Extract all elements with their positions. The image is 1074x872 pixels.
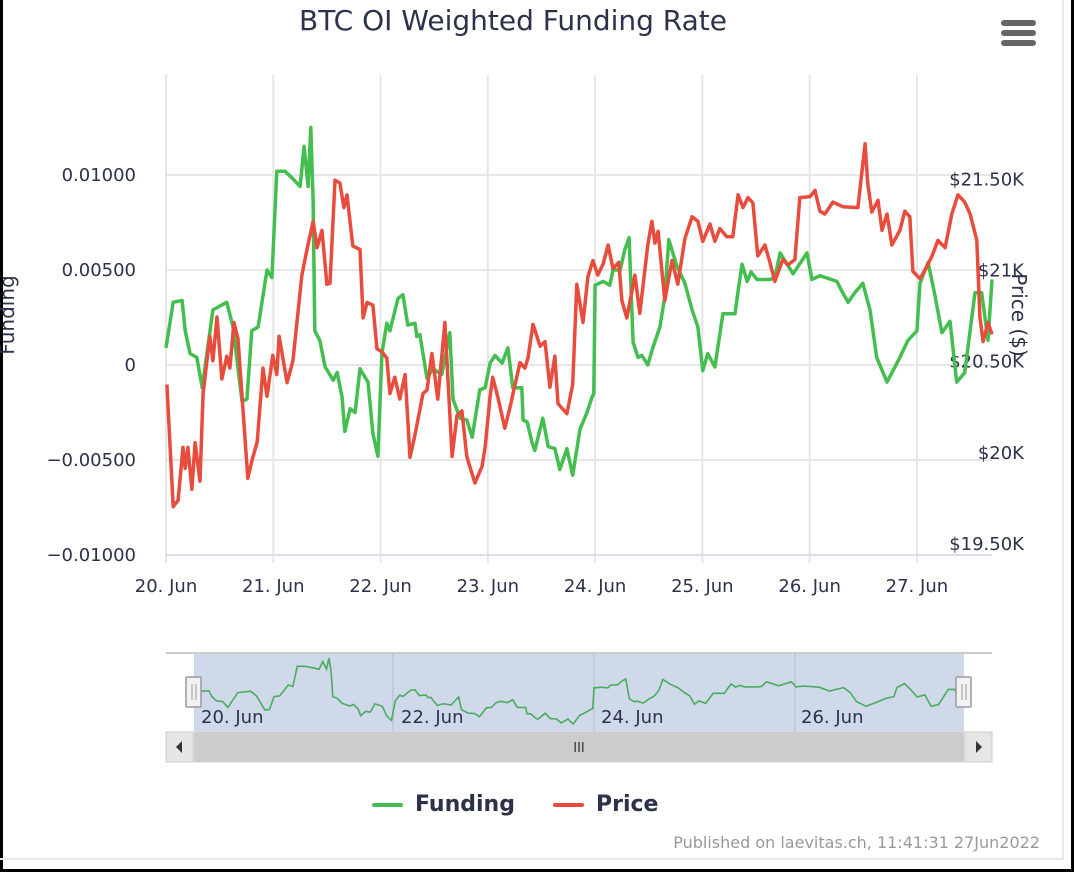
arrow-right-icon xyxy=(976,741,982,753)
price-swatch-icon xyxy=(553,802,584,807)
series-line-funding xyxy=(164,125,994,477)
y-left-tick-label: 0.00500 xyxy=(62,260,136,281)
x-tick-label: 24. Jun xyxy=(564,576,626,597)
navigator-selection[interactable] xyxy=(194,654,964,732)
handle-body[interactable] xyxy=(955,676,972,708)
navigator-date-label: 24. Jun xyxy=(601,707,663,728)
y-left-tick-label: −0.01000 xyxy=(46,545,136,566)
y-right-tick-label: $20K xyxy=(978,443,1025,464)
divider xyxy=(1062,0,1064,860)
handle-body[interactable] xyxy=(185,676,202,708)
legend-item-funding[interactable]: Funding xyxy=(372,792,515,817)
x-axis: 20. Jun 21. Jun 22. Jun 23. Jun 24. Jun 25. J… xyxy=(135,554,992,597)
y-right-tick-label: $19.50K xyxy=(949,534,1025,555)
x-tick-label: 21. Jun xyxy=(242,576,304,597)
x-tick-label: 22. Jun xyxy=(349,576,411,597)
x-tick-label: 20. Jun xyxy=(135,576,197,597)
navigator-date-label: 22. Jun xyxy=(401,707,463,728)
navigator-series-line xyxy=(193,657,965,726)
y-axis-left-title: Funding xyxy=(0,275,19,354)
navigator-date-label: 20. Jun xyxy=(201,707,263,728)
y-left-tick-label: 0.01000 xyxy=(62,165,136,186)
arrow-left-icon xyxy=(176,741,182,753)
y-right-tick-label: $21K xyxy=(978,260,1025,281)
legend-item-price[interactable]: Price xyxy=(553,792,658,817)
chart-title: BTC OI Weighted Funding Rate xyxy=(298,4,727,37)
x-tick-label: 26. Jun xyxy=(778,576,840,597)
navigator-right-handle[interactable] xyxy=(955,676,972,708)
grid xyxy=(165,75,992,563)
y-axis-right-title: Price ($) xyxy=(1007,273,1031,356)
x-tick-label: 25. Jun xyxy=(671,576,733,597)
y-axis-right: $21.50K$21K$20.50K$20K$19.50K xyxy=(949,169,1025,555)
divider xyxy=(0,858,1062,860)
navigator-date-label: 26. Jun xyxy=(801,707,863,728)
y-left-tick-label: 0 xyxy=(125,355,136,376)
y-axis-left: 0.01000 0.00500 0 −0.00500 −0.01000 xyxy=(46,165,136,566)
legend-label: Funding xyxy=(415,792,515,817)
hamburger-menu-icon[interactable] xyxy=(1001,20,1036,46)
y-right-tick-label: $21.50K xyxy=(949,169,1025,190)
navigator-left-handle[interactable] xyxy=(185,676,202,708)
credits[interactable]: Published on laevitas.ch, 11:41:31 27Jun… xyxy=(673,833,1040,852)
series-group xyxy=(164,125,994,509)
x-tick-label: 27. Jun xyxy=(886,576,948,597)
y-left-tick-label: −0.00500 xyxy=(46,450,136,471)
scrollbar-thumb[interactable] xyxy=(194,732,964,762)
x-tick-label: 23. Jun xyxy=(457,576,519,597)
legend-label: Price xyxy=(596,792,659,817)
series-line-price xyxy=(165,142,994,509)
navigator: 20. Jun 22. Jun 24. Jun 26. Jun III xyxy=(165,652,993,763)
funding-swatch-icon xyxy=(372,802,403,807)
legend: Funding Price xyxy=(0,792,1074,822)
scrollbar-grip-icon: III xyxy=(573,741,585,756)
